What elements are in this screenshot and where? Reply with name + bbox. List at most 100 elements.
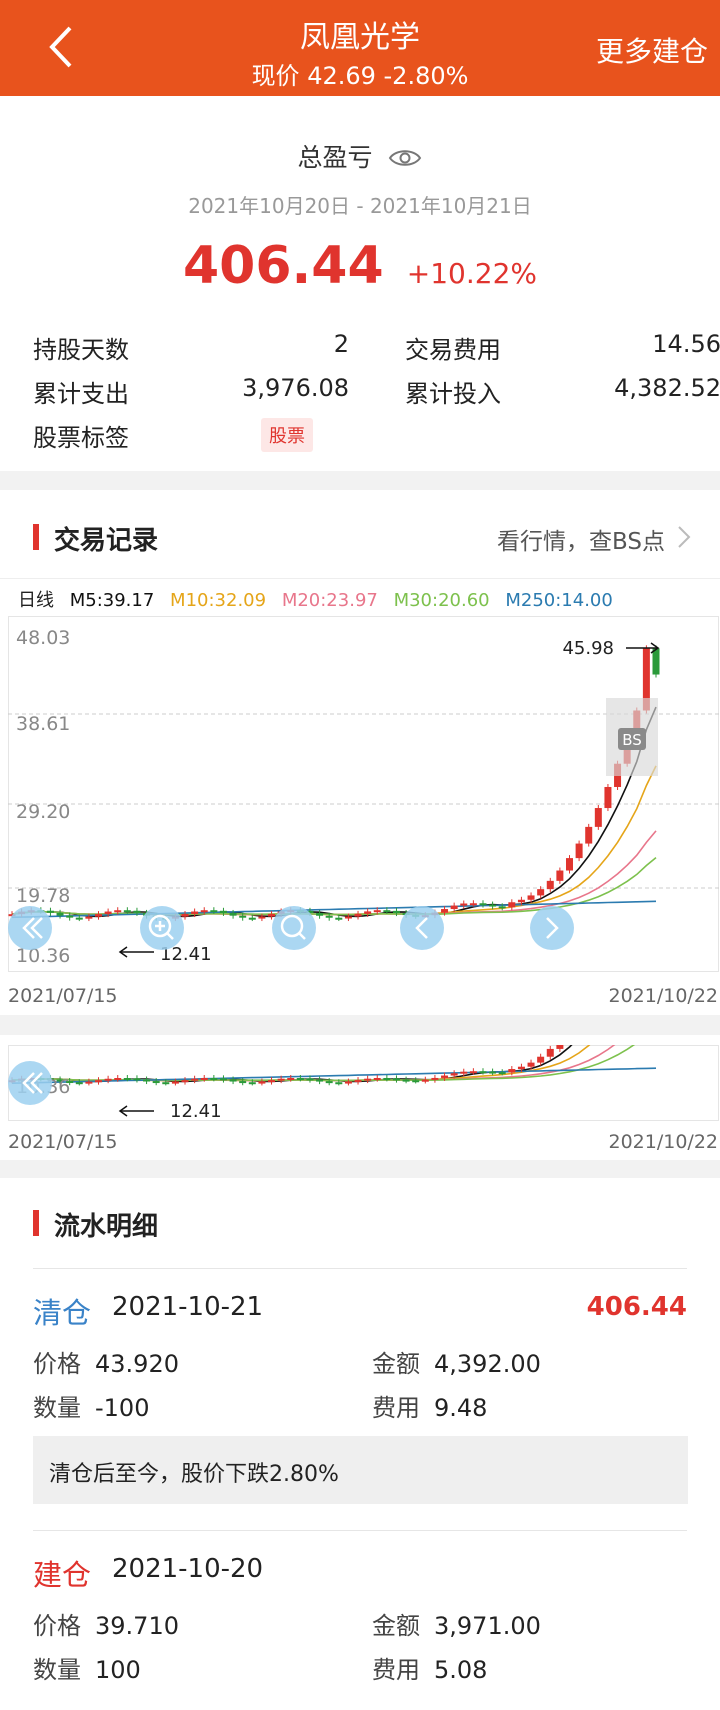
y-tick: 48.03: [16, 627, 70, 649]
candle: [56, 1079, 64, 1082]
candle: [546, 1048, 554, 1057]
fee-label: 费用: [372, 1394, 420, 1422]
candlestick-chart[interactable]: 48.03 38.61 29.20 19.78 10.36 45.98 12.4…: [8, 616, 720, 972]
candle: [489, 1071, 497, 1074]
y-tick: 38.61: [16, 713, 70, 735]
chart-start-date: 2021/07/15: [8, 985, 118, 1007]
ma250-value: M250:14.00: [505, 590, 613, 611]
candle: [66, 1081, 74, 1084]
chevron-right-icon[interactable]: [676, 524, 692, 550]
candle: [229, 1079, 237, 1082]
candle: [412, 1080, 420, 1083]
divider: [0, 578, 720, 579]
stock-name: 凤凰光学: [300, 20, 420, 55]
sum-label: 金额: [372, 1350, 420, 1378]
candle: [642, 648, 650, 711]
profit-summary-card: 总盈亏 2021年10月20日 - 2021年10月21日 406.44 +10…: [0, 96, 720, 471]
candle: [277, 1078, 285, 1081]
candle: [565, 858, 573, 871]
profit-value: 406.44 +10.22%: [0, 236, 720, 296]
chevron-left-icon: [49, 26, 72, 68]
qty-value: -100: [95, 1394, 150, 1422]
candle: [537, 1056, 545, 1063]
ma20-value: M20:23.97: [281, 590, 378, 611]
ma250-line: [11, 1067, 657, 1084]
candle: [181, 914, 189, 917]
candle: [210, 910, 218, 913]
record-type: 建仓: [33, 1558, 92, 1592]
top-bar: 凤凰光学 现价 42.69 -2.80% 更多建仓: [0, 0, 720, 96]
qty-value: 100: [95, 1656, 141, 1684]
candle: [316, 1079, 324, 1082]
price-value: 43.920: [95, 1350, 179, 1378]
scroll-left-button[interactable]: [400, 906, 444, 950]
sum-label: 金额: [372, 1612, 420, 1640]
candle: [489, 904, 497, 907]
candle: [210, 1078, 218, 1081]
zoom-out-button[interactable]: [8, 1061, 52, 1105]
candle: [75, 917, 83, 920]
fee-value: 5.08: [434, 1656, 488, 1684]
candle: [114, 1078, 122, 1081]
qty-label: 数量: [33, 1394, 81, 1422]
candle: [383, 910, 391, 913]
candle: [585, 826, 593, 844]
transaction-detail-section: 流水明细 清仓 2021-10-21 406.44 价格 43.920 金额 4,3…: [0, 1178, 720, 1710]
candle: [479, 903, 487, 906]
ma-line: [11, 706, 657, 918]
section-accent: [33, 524, 39, 550]
candle: [354, 1080, 362, 1083]
candle: [354, 913, 362, 917]
candle: [441, 1075, 449, 1078]
back-button[interactable]: [40, 22, 84, 72]
candle: [268, 913, 276, 917]
candle: [95, 914, 103, 917]
candle: [325, 915, 333, 918]
candle: [104, 911, 112, 915]
total-invest-label: 累计投入: [405, 380, 501, 408]
scroll-right-button[interactable]: [530, 906, 574, 950]
section-title: 交易记录: [54, 526, 159, 556]
candle: [104, 1078, 112, 1081]
record-sum: 金额 4,392.00: [372, 1344, 541, 1379]
holding-days-label: 持股天数: [33, 336, 129, 364]
record-fee: 费用 5.08: [372, 1650, 487, 1685]
candle: [219, 1078, 227, 1081]
candle: [527, 895, 535, 900]
candle: [373, 910, 381, 913]
stat-row: 股票标签 股票: [33, 418, 687, 458]
search-icon[interactable]: [272, 906, 316, 950]
eye-icon[interactable]: [388, 147, 422, 169]
candle: [200, 1078, 208, 1081]
overview-chart[interactable]: 10.36 12.41: [8, 1045, 720, 1121]
candle: [556, 870, 564, 881]
candle: [46, 910, 54, 913]
record-price: 价格 39.710: [33, 1606, 179, 1641]
candle: [191, 911, 199, 915]
fee-label: 交易费用: [405, 336, 501, 364]
candle: [460, 1071, 468, 1074]
zoom-in-button[interactable]: [140, 906, 184, 950]
candle: [364, 911, 372, 914]
ma250-line: [11, 900, 657, 919]
y-tick: 29.20: [16, 801, 70, 823]
view-market-link[interactable]: 看行情，查BS点: [497, 529, 665, 555]
candle: [594, 808, 602, 827]
sum-value: 3,971.00: [434, 1612, 541, 1640]
candle: [431, 1077, 439, 1080]
bs-marker[interactable]: [618, 728, 646, 750]
zoom-out-button[interactable]: [8, 906, 52, 950]
sum-value: 4,392.00: [434, 1350, 541, 1378]
stock-tag-chip[interactable]: 股票: [261, 418, 313, 452]
record-sum: 金额 3,971.00: [372, 1606, 541, 1641]
candle: [392, 910, 400, 914]
more-positions-button[interactable]: 更多建仓: [595, 35, 708, 68]
profit-amount: 406.44: [183, 236, 384, 296]
candle: [575, 843, 583, 859]
overview-start-date: 2021/07/15: [8, 1131, 118, 1153]
low-price-label: 12.41: [160, 944, 212, 965]
candle: [66, 915, 74, 918]
record-price: 价格 43.920: [33, 1344, 179, 1379]
record-date: 2021-10-20: [112, 1554, 264, 1584]
profit-percent: +10.22%: [406, 257, 537, 290]
